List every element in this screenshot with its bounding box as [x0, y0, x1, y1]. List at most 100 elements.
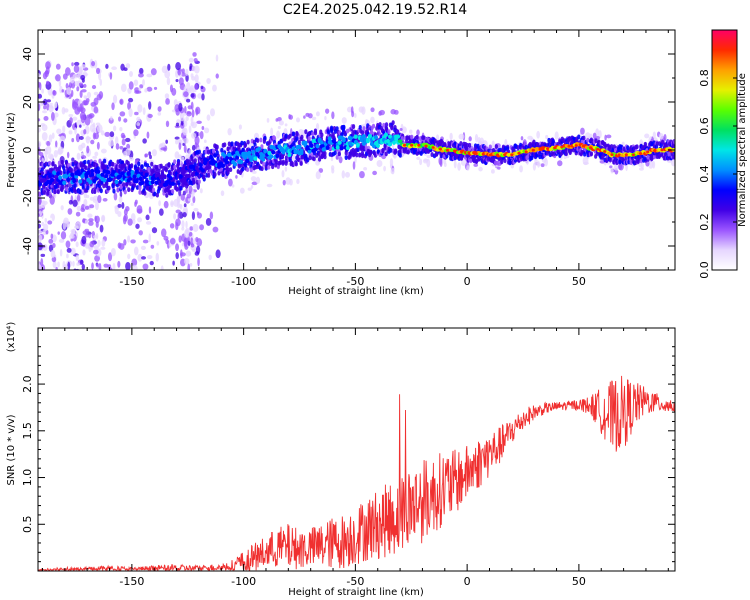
- spectrogram-noise-blob: [72, 260, 75, 267]
- spectrogram-noise-blob: [93, 275, 97, 278]
- spectrogram-band-cell: [323, 154, 327, 160]
- spectrogram-noise-blob: [255, 176, 261, 184]
- spectrogram-noise-blob: [203, 139, 207, 144]
- spectrogram-noise-blob: [38, 147, 41, 155]
- spectrogram-y-ticks: -40 -20 0 20 40: [21, 29, 675, 271]
- spectrogram-ridge-cell: [136, 173, 141, 179]
- spectrogram-noise-blob: [70, 247, 76, 256]
- spectrogram-ridge-cell: [355, 142, 360, 148]
- spectrogram-ridge-cell: [233, 161, 238, 167]
- spectrogram-band-cell: [157, 168, 161, 174]
- spectrogram-noise-blob: [325, 108, 330, 114]
- spectrogram-ridge-cell: [287, 152, 292, 158]
- spectrogram-band-cell: [626, 148, 630, 154]
- spectrogram-noise-blob: [175, 222, 179, 231]
- spectrogram-noise-blob: [113, 192, 118, 201]
- spectrogram-noise-blob: [491, 140, 495, 148]
- spectrogram-band-cell: [320, 132, 324, 138]
- spectrogram-noise-blob: [136, 121, 141, 126]
- spectrogram-noise-blob: [74, 282, 80, 290]
- spectrogram-noise-blob: [179, 113, 185, 122]
- spectrogram-noise-blob: [311, 116, 317, 121]
- spectrogram-noise-blob: [128, 81, 134, 90]
- spectrogram-ridge-cell: [261, 153, 266, 158]
- spectrogram-noise-blob: [610, 167, 614, 174]
- spectrogram-noise-blob: [191, 109, 195, 118]
- spectrogram-band-cell: [344, 155, 348, 160]
- spectrogram-noise-blob: [78, 82, 84, 87]
- spectrogram-noise-blob: [62, 221, 67, 230]
- spectrogram-noise-blob: [146, 86, 153, 92]
- spectrogram-band-cell: [143, 190, 147, 196]
- spectrogram-noise-blob: [61, 106, 66, 115]
- spectrogram-band-cell: [260, 166, 264, 172]
- spectrogram-noise-blob: [38, 264, 42, 270]
- spectrogram-band-cell: [295, 136, 299, 141]
- spectrogram-ridge-cell: [186, 173, 191, 179]
- spectrogram-ridge-cell: [386, 138, 391, 144]
- spectrogram-noise-blob: [170, 202, 174, 206]
- spectrogram-peak-dot: [603, 150, 607, 153]
- spectrogram-noise-blob: [184, 229, 190, 239]
- spectrogram-band-cell: [246, 139, 250, 145]
- spectrogram-band-cell: [179, 185, 183, 191]
- spectrogram-noise-blob: [154, 283, 158, 287]
- spectrogram-ridge-cell: [168, 175, 173, 181]
- spectrogram-noise-blob: [435, 134, 440, 142]
- spectrogram-noise-blob: [194, 65, 200, 74]
- spectrogram-noise-blob: [137, 217, 143, 223]
- spectrogram-noise-blob: [193, 207, 199, 212]
- spectrogram-ridge-cell: [144, 172, 149, 178]
- spectrogram-noise-blob: [100, 246, 106, 250]
- spectrogram-noise-blob: [137, 104, 143, 113]
- spectrogram-noise-blob: [113, 288, 117, 295]
- spectrogram-noise-blob: [193, 58, 198, 63]
- spectrogram-noise-blob: [117, 242, 122, 249]
- spectrogram-noise-blob: [90, 247, 94, 251]
- spectrogram-noise-blob: [378, 110, 382, 116]
- spectrogram-noise-blob: [36, 283, 41, 291]
- spectrogram-noise-blob: [163, 200, 169, 209]
- spectrogram-band-cell: [577, 134, 581, 140]
- spectrogram-band-cell: [84, 165, 88, 171]
- spectrogram-band-cell: [197, 149, 201, 155]
- spectrogram-noise-blob: [84, 116, 91, 126]
- spectrogram-noise-blob: [101, 239, 106, 247]
- spectrogram-noise-blob: [114, 136, 119, 146]
- spectrogram-noise-blob: [55, 275, 58, 280]
- spectrogram-band-cell: [67, 162, 71, 168]
- spectrogram-noise-blob: [38, 118, 41, 122]
- spectrogram-ridge-cell: [150, 179, 155, 185]
- spectrogram-noise-blob: [90, 101, 97, 107]
- spectrogram-noise-blob: [474, 133, 479, 143]
- spectrogram-ridge-cell: [104, 173, 109, 179]
- spectrogram-noise-blob: [127, 235, 131, 243]
- spectrogram-noise-blob: [49, 154, 54, 161]
- spectrogram-peak-dot: [503, 153, 507, 157]
- spectrogram-noise-blob: [458, 133, 465, 140]
- spectrogram-noise-blob: [98, 262, 102, 270]
- spectrogram-band-cell: [508, 160, 512, 166]
- spectrogram-noise-blob: [38, 196, 42, 205]
- spectrogram-noise-blob: [296, 179, 300, 185]
- spectrogram-noise-blob: [580, 127, 585, 135]
- spectrogram-band-cell: [335, 126, 339, 132]
- spectrogram-noise-blob: [91, 275, 97, 281]
- spectrogram-noise-blob: [86, 91, 92, 99]
- spectrogram-noise-blob: [138, 73, 144, 78]
- spectrogram-noise-blob: [148, 233, 151, 243]
- spectrogram-noise-blob: [426, 154, 431, 159]
- spectrogram-noise-blob: [354, 113, 357, 118]
- spectrogram-noise-blob: [83, 83, 87, 88]
- spectrogram-noise-blob: [174, 282, 179, 290]
- spectrogram-band-cell: [111, 183, 115, 189]
- spectrogram-noise-blob: [41, 289, 45, 297]
- spectrogram-noise-blob: [85, 135, 91, 144]
- spectrogram-noise-blob: [65, 67, 71, 76]
- spectrogram-noise-blob: [250, 184, 254, 189]
- spectrogram-noise-blob: [640, 162, 644, 169]
- spectrogram-noise-blob: [344, 171, 351, 178]
- spectrogram-noise-blob: [109, 131, 115, 138]
- spectrogram-ridge-cell: [96, 169, 101, 174]
- spectrogram-noise-blob: [181, 220, 185, 229]
